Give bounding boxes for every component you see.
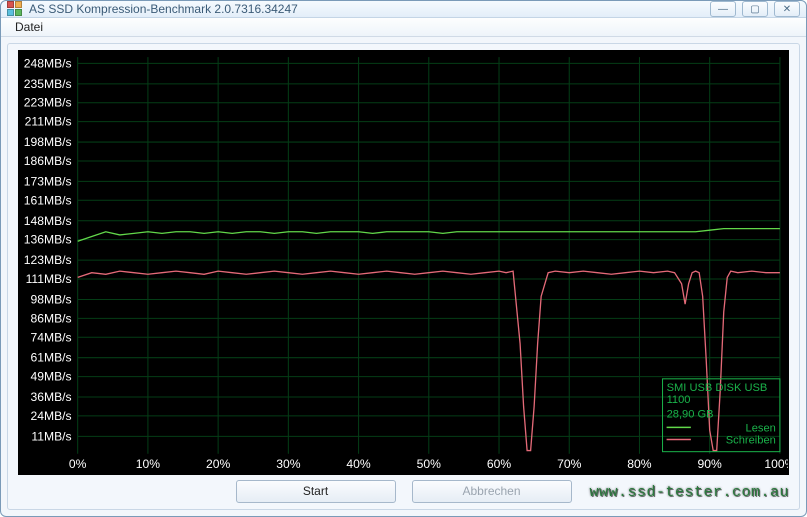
client-area: 248MB/s 235MB/s 223MB/s 211MB/s 198MB/s 186MB… [7,43,800,510]
chart-area: 248MB/s 235MB/s 223MB/s 211MB/s 198MB/s 186MB… [18,50,789,475]
minimize-button[interactable]: — [710,1,736,17]
svg-text:20%: 20% [206,457,230,471]
watermark: www.ssd-tester.com.au [589,484,789,501]
svg-text:74MB/s: 74MB/s [31,330,72,344]
svg-text:50%: 50% [417,457,441,471]
svg-text:223MB/s: 223MB/s [24,96,72,110]
svg-text:80%: 80% [627,457,651,471]
svg-text:98MB/s: 98MB/s [31,293,72,307]
svg-text:86MB/s: 86MB/s [31,311,72,325]
svg-text:70%: 70% [557,457,581,471]
svg-text:235MB/s: 235MB/s [24,77,72,91]
app-icon [7,1,23,17]
svg-text:123MB/s: 123MB/s [24,253,72,267]
svg-text:161MB/s: 161MB/s [24,193,72,207]
start-button[interactable]: Start [236,480,396,503]
menu-file[interactable]: Datei [9,18,49,36]
svg-text:1100: 1100 [667,394,691,406]
titlebar[interactable]: AS SSD Kompression-Benchmark 2.0.7316.34… [1,1,806,18]
close-button[interactable]: ✕ [774,1,800,17]
maximize-icon: ▢ [750,4,759,15]
cancel-button: Abbrechen [412,480,572,503]
window-title: AS SSD Kompression-Benchmark 2.0.7316.34… [29,2,710,16]
svg-text:40%: 40% [346,457,370,471]
app-window: AS SSD Kompression-Benchmark 2.0.7316.34… [0,0,807,517]
svg-text:111MB/s: 111MB/s [26,272,72,286]
svg-text:60%: 60% [487,457,511,471]
close-icon: ✕ [783,4,791,15]
svg-text:148MB/s: 148MB/s [24,214,72,228]
svg-text:10%: 10% [136,457,160,471]
svg-text:173MB/s: 173MB/s [24,175,72,189]
svg-text:136MB/s: 136MB/s [24,233,72,247]
svg-text:211MB/s: 211MB/s [25,115,72,129]
svg-text:0%: 0% [69,457,87,471]
maximize-button[interactable]: ▢ [742,1,768,17]
svg-text:90%: 90% [698,457,722,471]
chart-svg: 248MB/s 235MB/s 223MB/s 211MB/s 198MB/s 186MB… [19,51,788,474]
svg-text:198MB/s: 198MB/s [24,135,72,149]
minimize-icon: — [718,4,728,15]
svg-text:49MB/s: 49MB/s [31,370,72,384]
svg-text:30%: 30% [276,457,300,471]
svg-text:36MB/s: 36MB/s [31,390,72,404]
window-controls: — ▢ ✕ [710,1,800,17]
svg-text:248MB/s: 248MB/s [24,56,72,70]
menubar: Datei [1,18,806,37]
svg-text:100%: 100% [764,457,788,471]
svg-text:Lesen: Lesen [746,423,776,435]
svg-text:28,90 GB: 28,90 GB [667,408,714,420]
svg-text:61MB/s: 61MB/s [31,351,72,365]
svg-text:11MB/s: 11MB/s [31,429,71,443]
svg-text:24MB/s: 24MB/s [31,409,72,423]
svg-text:SMI USB DISK USB: SMI USB DISK USB [667,382,768,394]
svg-text:Schreiben: Schreiben [726,435,776,447]
svg-text:186MB/s: 186MB/s [24,154,72,168]
